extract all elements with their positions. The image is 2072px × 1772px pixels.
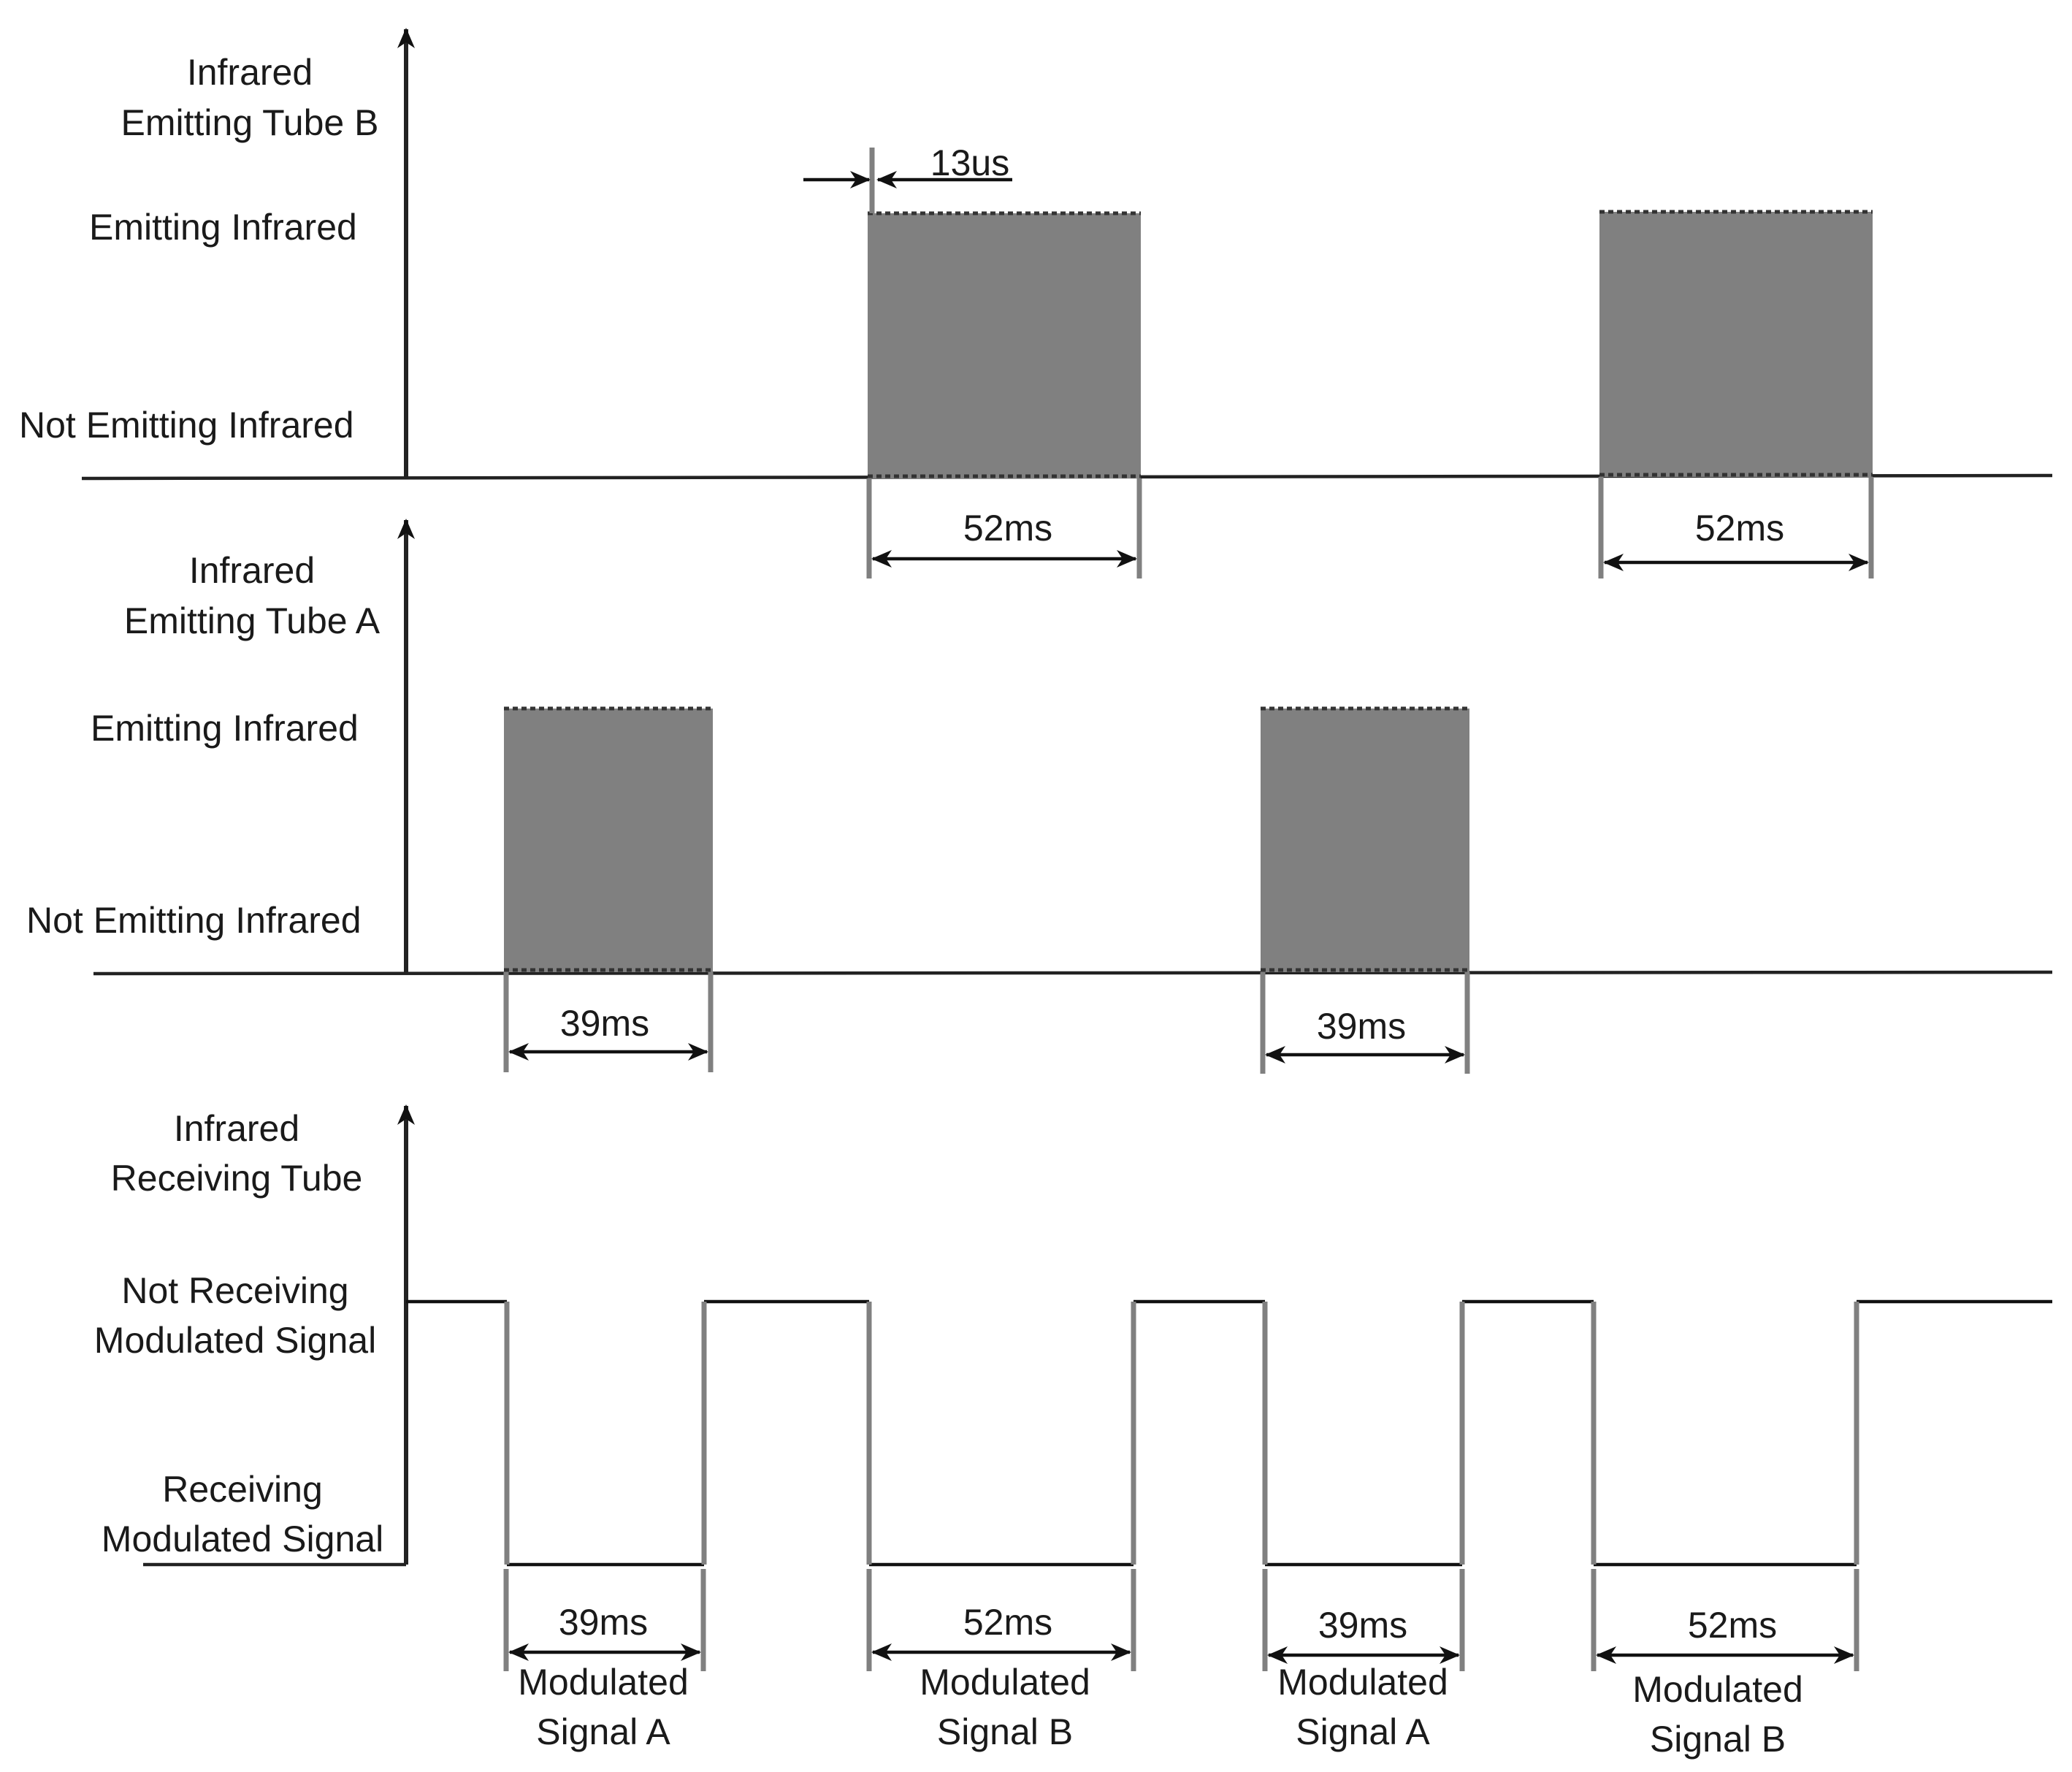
receiver-segment-3: 39ms Modulated Signal A — [1262, 1569, 1465, 1752]
tube-a-pulse-1-duration: 39ms — [560, 1003, 649, 1044]
segment-4-duration: 52ms — [1688, 1605, 1777, 1646]
segment-2-name-line2: Signal B — [937, 1711, 1073, 1752]
segment-3-duration: 39ms — [1318, 1605, 1407, 1646]
tube-a-level-high: Emitting Infrared — [91, 708, 359, 749]
tube-a-pulse-2 — [1261, 709, 1469, 972]
tube-a-panel: Infrared Emitting Tube A Emitting Infrar… — [26, 519, 2053, 1074]
tube-a-baseline — [93, 970, 2053, 976]
receiver-segment-4: 52ms Modulated Signal B — [1591, 1569, 1859, 1760]
receiver-level-low-line1: Receiving — [162, 1469, 323, 1510]
tube-a-pulse-2-duration: 39ms — [1317, 1006, 1406, 1047]
receiver-segment-1: 39ms Modulated Signal A — [503, 1569, 706, 1752]
receiver-level-high-line2: Modulated Signal — [94, 1320, 376, 1361]
receiver-level-high-line1: Not Receiving — [121, 1270, 348, 1311]
tube-b-label-line2: Emitting Tube B — [121, 102, 379, 143]
receiver-segment-2: 52ms Modulated Signal B — [866, 1569, 1136, 1752]
receiver-label-line2: Receiving Tube — [111, 1158, 363, 1199]
receiver-waveform-edges — [504, 1302, 1859, 1565]
segment-1-name-line1: Modulated — [518, 1662, 689, 1703]
tube-b-panel: Infrared Emitting Tube B Emitting Infrar… — [19, 28, 2053, 578]
tube-b-pulse-1-duration: 52ms — [963, 508, 1052, 549]
tube-b-pulse-2 — [1599, 212, 1873, 477]
tube-a-label-line1: Infrared — [189, 550, 315, 591]
tube-b-level-high: Emitting Infrared — [89, 207, 357, 248]
tube-a-label-line2: Emitting Tube A — [124, 600, 381, 641]
tube-b-pulse-1 — [868, 213, 1141, 478]
segment-4-name-line2: Signal B — [1650, 1719, 1786, 1760]
receiver-panel: Infrared Receiving Tube Not Receiving Mo… — [94, 1104, 2052, 1760]
tube-a-pulse-1 — [504, 709, 713, 972]
receiver-level-low-line2: Modulated Signal — [102, 1519, 383, 1559]
tube-a-level-low: Not Emitting Infrared — [26, 900, 362, 941]
segment-3-name-line1: Modulated — [1277, 1662, 1448, 1703]
tube-b-level-low: Not Emitting Infrared — [19, 405, 354, 446]
segment-3-name-line2: Signal A — [1296, 1711, 1430, 1752]
segment-4-name-line1: Modulated — [1632, 1669, 1803, 1710]
segment-1-duration: 39ms — [559, 1602, 648, 1643]
segment-2-name-line1: Modulated — [920, 1662, 1090, 1703]
carrier-period-label: 13us — [930, 142, 1009, 183]
segment-2-duration: 52ms — [963, 1602, 1052, 1643]
tube-b-pulse-2-duration: 52ms — [1695, 508, 1784, 549]
segment-1-name-line2: Signal A — [536, 1711, 670, 1752]
receiver-label-line1: Infrared — [174, 1108, 299, 1149]
tube-b-label-line1: Infrared — [187, 52, 313, 93]
